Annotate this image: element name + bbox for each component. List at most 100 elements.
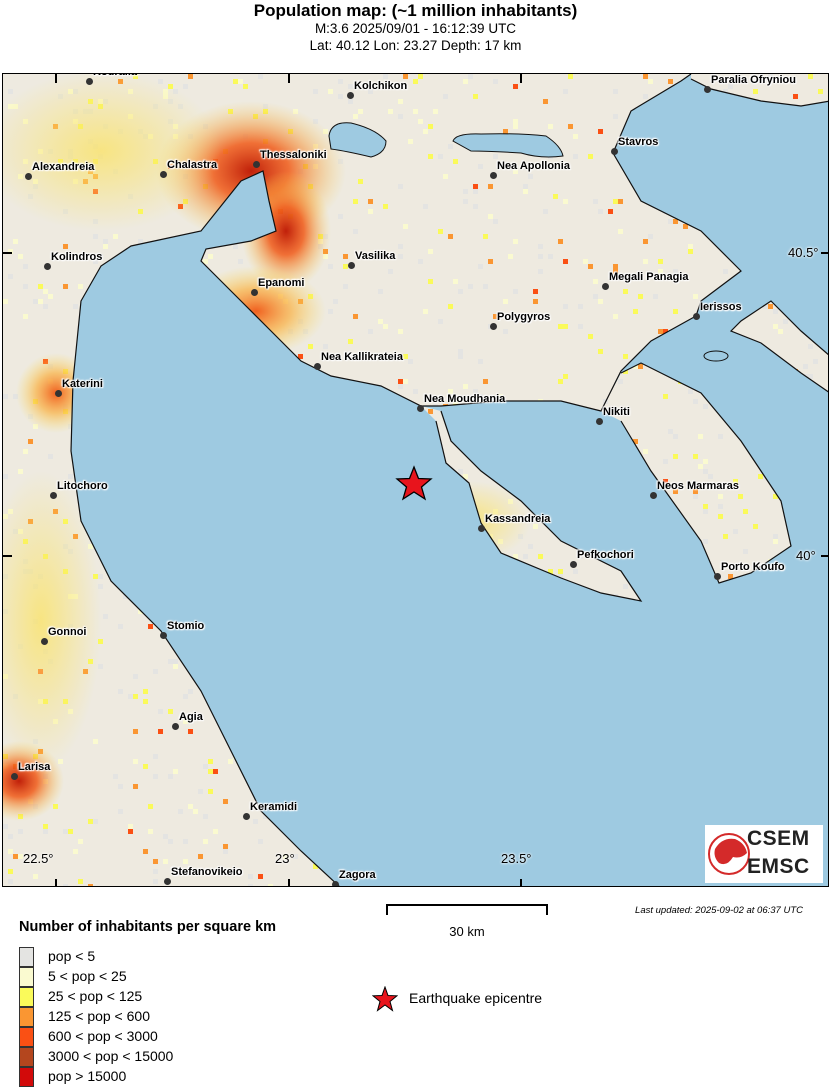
density-cell: [298, 429, 303, 434]
density-cell: [358, 834, 363, 839]
density-cell: [603, 459, 608, 464]
density-cell: [253, 424, 258, 429]
density-cell: [168, 839, 173, 844]
city-dot-icon: [243, 813, 250, 820]
density-cell: [503, 694, 508, 699]
density-cell: [458, 289, 463, 294]
density-cell: [823, 804, 828, 809]
density-cell: [188, 579, 193, 584]
density-cell: [438, 694, 443, 699]
city-label: Kassandreia: [485, 513, 551, 525]
density-cell: [103, 334, 108, 339]
density-cell: [193, 609, 198, 614]
density-cell: [643, 239, 648, 244]
density-cell: [533, 524, 538, 529]
density-cell: [513, 554, 518, 559]
density-cell: [443, 649, 448, 654]
density-cell: [43, 829, 48, 834]
city-dot-icon: [332, 881, 339, 886]
density-cell: [173, 664, 178, 669]
density-cell: [463, 189, 468, 194]
density-cell: [93, 819, 98, 824]
density-cell: [688, 389, 693, 394]
density-cell: [103, 614, 108, 619]
density-cell: [733, 334, 738, 339]
density-cell: [78, 839, 83, 844]
city-dot-icon: [50, 492, 57, 499]
density-cell: [73, 254, 78, 259]
density-cell: [818, 159, 823, 164]
density-cell: [578, 324, 583, 329]
density-cell: [198, 569, 203, 574]
city-dot-icon: [348, 262, 355, 269]
density-cell: [413, 424, 418, 429]
density-cell: [273, 629, 278, 634]
legend-label: 5 < pop < 25: [48, 968, 127, 984]
density-cell: [328, 434, 333, 439]
population-map[interactable]: Kouralia Kolchikon Paralia Ofryniou Alexand…: [2, 73, 829, 887]
epicentre-star-icon[interactable]: [395, 465, 433, 501]
density-cell: [808, 344, 813, 349]
density-cell: [228, 719, 233, 724]
density-cell: [708, 124, 713, 129]
density-cell: [513, 169, 518, 174]
density-cell: [133, 674, 138, 679]
density-cell: [98, 344, 103, 349]
density-cell: [758, 669, 763, 674]
density-cell: [493, 314, 498, 319]
density-cell: [348, 719, 353, 724]
density-cell: [508, 254, 513, 259]
density-cell: [318, 639, 323, 644]
density-cell: [338, 519, 343, 524]
density-cell: [778, 279, 783, 284]
density-cell: [703, 339, 708, 344]
density-cell: [153, 859, 158, 864]
density-cell: [8, 249, 13, 254]
density-cell: [103, 399, 108, 404]
density-cell: [123, 594, 128, 599]
density-cell: [118, 784, 123, 789]
density-cell: [673, 114, 678, 119]
density-cell: [703, 509, 708, 514]
density-cell: [318, 479, 323, 484]
density-cell: [818, 134, 823, 139]
density-cell: [668, 219, 673, 224]
density-cell: [223, 599, 228, 604]
density-cell: [418, 74, 423, 79]
density-cell: [688, 249, 693, 254]
density-cell: [763, 804, 768, 809]
density-cell: [423, 439, 428, 444]
density-cell: [658, 694, 663, 699]
density-cell: [753, 214, 758, 219]
density-cell: [408, 824, 413, 829]
density-cell: [143, 689, 148, 694]
density-cell: [438, 564, 443, 569]
density-cell: [753, 279, 758, 284]
density-cell: [268, 884, 273, 886]
density-cell: [808, 164, 813, 169]
density-cell: [173, 769, 178, 774]
density-cell: [3, 299, 8, 304]
density-cell: [733, 189, 738, 194]
city-dot-icon: [478, 525, 485, 532]
density-cell: [368, 539, 373, 544]
density-cell: [598, 519, 603, 524]
density-cell: [443, 174, 448, 179]
density-cell: [798, 429, 803, 434]
density-cell: [678, 274, 683, 279]
density-cell: [218, 354, 223, 359]
density-cell: [773, 734, 778, 739]
density-cell: [753, 259, 758, 264]
density-cell: [73, 304, 78, 309]
density-cell: [713, 694, 718, 699]
city-label: Zagora: [339, 869, 376, 881]
density-cell: [748, 769, 753, 774]
density-cell: [488, 719, 493, 724]
density-cell: [748, 684, 753, 689]
density-cell: [583, 639, 588, 644]
density-cell: [623, 679, 628, 684]
legend-swatch: [19, 1047, 34, 1067]
density-cell: [458, 354, 463, 359]
density-cell: [708, 639, 713, 644]
density-cell: [558, 569, 563, 574]
